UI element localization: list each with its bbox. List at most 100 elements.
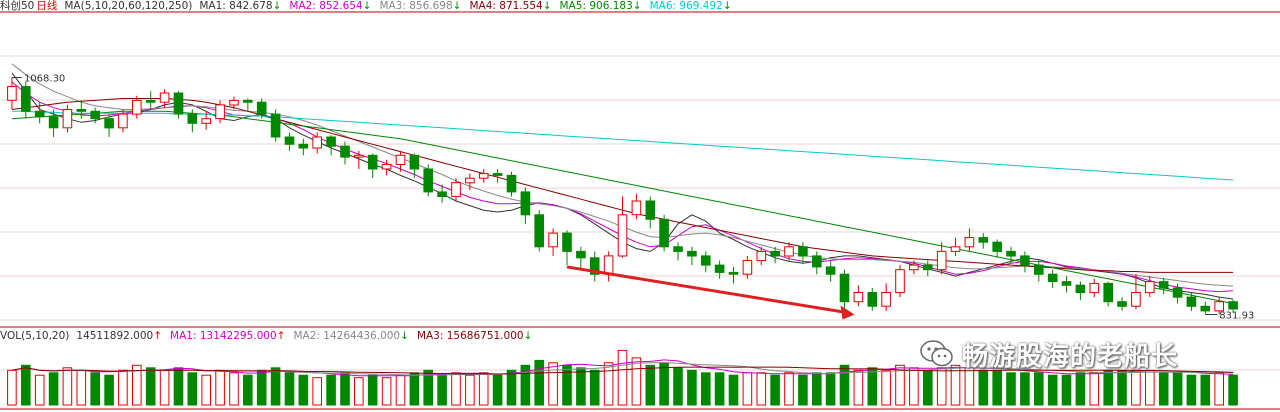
vol-params-label: VOL(5,10,20) [0,330,70,342]
volume-bar [132,364,142,406]
candle-body [62,109,73,129]
volume-bar [381,377,392,406]
arrow-down-icon: ↓ [542,0,552,12]
period-label: 日线 [36,0,58,12]
candle-body [756,250,767,262]
candle-body [576,250,586,259]
candle-body [1228,301,1238,310]
volume-bar [367,374,378,406]
volume-bar [631,357,642,406]
wechat-icon [920,339,954,369]
volume-bar [326,374,336,406]
volume-bar [825,372,836,406]
arrow-down-icon: ↓ [523,330,533,342]
candle-body [881,292,891,307]
volume-bar [187,372,198,406]
candle-body [645,200,656,220]
candle-body [437,191,447,197]
candle-body [1075,284,1086,294]
candle-body [256,101,267,115]
vol-ma-legend-1: MA1: 13142295.000↑ [170,330,285,343]
watermark-text: 畅游股海的老船长 [962,341,1179,372]
volume-bar [465,374,475,406]
candle-body [340,145,350,158]
volume-bar [1186,374,1197,406]
volume-bar [1158,372,1169,406]
volume-bar [215,369,225,406]
volume-bar [451,372,461,406]
candle-body [839,273,850,303]
candle-body [867,292,878,307]
ma-legend-4-value: 871.554 [495,0,543,12]
arrow-down-icon: ↓ [362,0,372,12]
candle-body [1006,250,1016,257]
arrow-down-icon: ↓ [722,0,732,12]
volume-bar [617,349,628,406]
volume-bar [354,377,364,406]
ma-params-label: MA(5,10,20,60,120,250) [64,0,193,12]
vol-ma-legend-1-value: 13142295.000 [196,330,277,342]
volume-bar [603,362,614,406]
candle-body [367,154,378,170]
candle-body [784,246,794,257]
vol-ma-legend-2-name: MA2: [293,330,320,342]
candle-body [548,232,558,248]
candle-body [506,174,517,193]
volume-bar [104,374,114,406]
volume-bar [798,374,808,406]
volume-bar [812,372,822,406]
volume-bar [506,369,517,406]
candle-body [118,113,128,129]
candle-body [1172,287,1183,298]
volume-bar [284,372,295,406]
candle-body [1158,281,1169,289]
candle-body [701,255,711,266]
volume-ma-ma3 [11,366,1234,375]
candle-body [1034,264,1044,275]
ma-legend-6-value: 969.492 [676,0,723,12]
candle-body [465,177,475,184]
candle-body [992,241,1003,252]
candle-body [21,86,31,112]
volume-bar [256,369,267,406]
candle-body [1145,281,1155,294]
ma-legend-2-name: MA2: [289,0,316,12]
volume-bar [839,364,850,406]
candle-body [1020,255,1030,266]
volume-bar [756,372,767,406]
candle-body [381,163,392,170]
candle-body [1103,282,1114,303]
volume-bar [1214,372,1225,406]
volume-bar [853,369,864,406]
volume-bar [1131,369,1141,406]
volume-bar [645,364,656,406]
vol-ma-legend-2-value: 14264436.000 [319,330,401,342]
ma-legend-5-name: MA5: [559,0,586,12]
volume-bar [673,367,683,406]
volume-bar [1145,369,1155,406]
volume-bar [21,364,31,406]
volume-bar [1200,374,1211,406]
candle-body [395,154,406,166]
volume-bar [478,372,489,406]
candle-body [1117,301,1127,307]
candle-body [812,255,822,268]
volume-bar [687,369,697,406]
volume-bar [659,362,669,406]
ma-line-ma1 [11,72,1234,300]
candle-body [631,200,642,216]
volume-legend: VOL(5,10,20) 14511892.000↑ MA1: 13142295.… [0,330,532,343]
vol-ma-legend-3-name: MA3: [416,330,444,342]
volume-bar [923,369,933,406]
volume-bar [437,374,447,406]
volume-bar [714,372,725,406]
volume-bar [742,372,753,406]
ma-legend-5-value: 906.183 [586,0,633,12]
candle-body [284,136,295,145]
volume-bar [76,369,87,406]
volume-bar [229,372,239,406]
volume-bar [881,369,891,406]
volume-bar [173,367,184,406]
volume-bar [1075,372,1086,406]
vol-ma-legend-3-value: 15686751.000 [443,330,524,342]
